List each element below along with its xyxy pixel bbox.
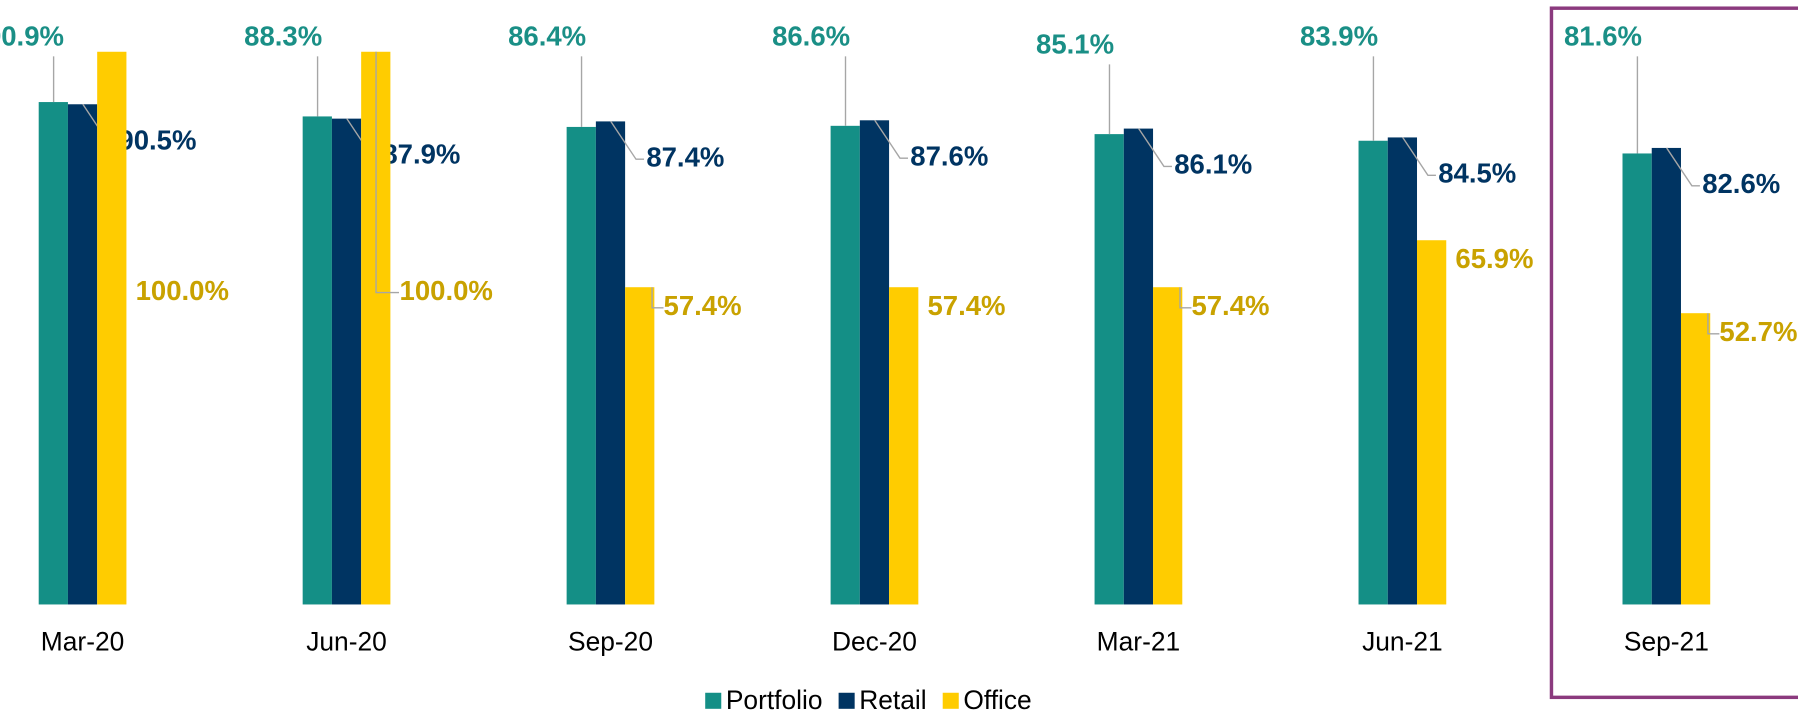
data-label: 90.5% [118,124,196,155]
data-label: 87.6% [910,140,988,171]
data-label: 100.0% [400,275,493,306]
bar [1094,134,1124,605]
leader-line [1402,137,1436,176]
data-label: 84.5% [1438,158,1516,189]
x-tick-label: Mar-21 [1097,626,1181,656]
x-tick-label: Sep-20 [568,626,653,656]
legend-label: Office [963,685,1031,715]
data-label: 57.4% [1191,290,1269,321]
leader-line [610,121,645,160]
bar [595,121,626,605]
data-label: 82.6% [1702,168,1780,199]
bar [1387,137,1418,605]
legend-swatch [838,692,855,709]
legend-label: Portfolio [726,685,823,715]
bar [302,116,332,605]
bar [1622,153,1652,605]
leader-line [874,119,909,159]
legend-label: Retail [859,685,926,715]
highlight-box [1549,6,1798,700]
bar [566,126,596,605]
bar [1680,313,1711,605]
leader-line [1707,313,1720,335]
data-label: 65.9% [1455,243,1533,274]
bar [97,51,127,605]
data-label: 90.9% [0,20,64,51]
data-label: 100.0% [136,275,229,306]
x-tick-label: Dec-20 [832,626,917,656]
data-label: 86.6% [772,20,850,51]
bar [859,120,890,605]
data-label: 85.1% [1036,28,1114,59]
bar [331,118,362,605]
leader-line [1666,147,1700,187]
bar [1417,240,1447,605]
bar [1358,140,1388,605]
data-label: 52.7% [1719,316,1797,347]
data-label: 86.1% [1174,149,1252,180]
x-tick-label: Sep-21 [1624,626,1709,656]
bar [38,102,68,605]
leader-line [375,51,399,294]
data-label: 88.3% [244,20,322,51]
bar [1123,128,1154,605]
bar [830,125,860,605]
leader-line [1138,128,1172,168]
x-tick-label: Mar-20 [41,626,124,656]
bar [625,287,655,605]
leader-line [651,287,664,309]
bar [1651,147,1681,605]
bar [889,287,919,605]
x-tick-label: Jun-20 [306,626,387,656]
data-label: 57.4% [927,290,1005,321]
data-label: 87.4% [646,142,724,173]
legend-swatch [942,692,959,709]
legend-swatch [705,692,722,709]
data-label: 81.6% [1564,20,1642,51]
x-tick-label: Jun-21 [1362,626,1443,656]
data-label: 57.4% [664,290,742,321]
bar [67,104,98,605]
leader-line [1179,287,1192,309]
data-label: 83.9% [1300,20,1378,51]
data-label: 86.4% [508,20,586,51]
data-label: 87.9% [382,139,460,170]
bar [1153,287,1183,605]
